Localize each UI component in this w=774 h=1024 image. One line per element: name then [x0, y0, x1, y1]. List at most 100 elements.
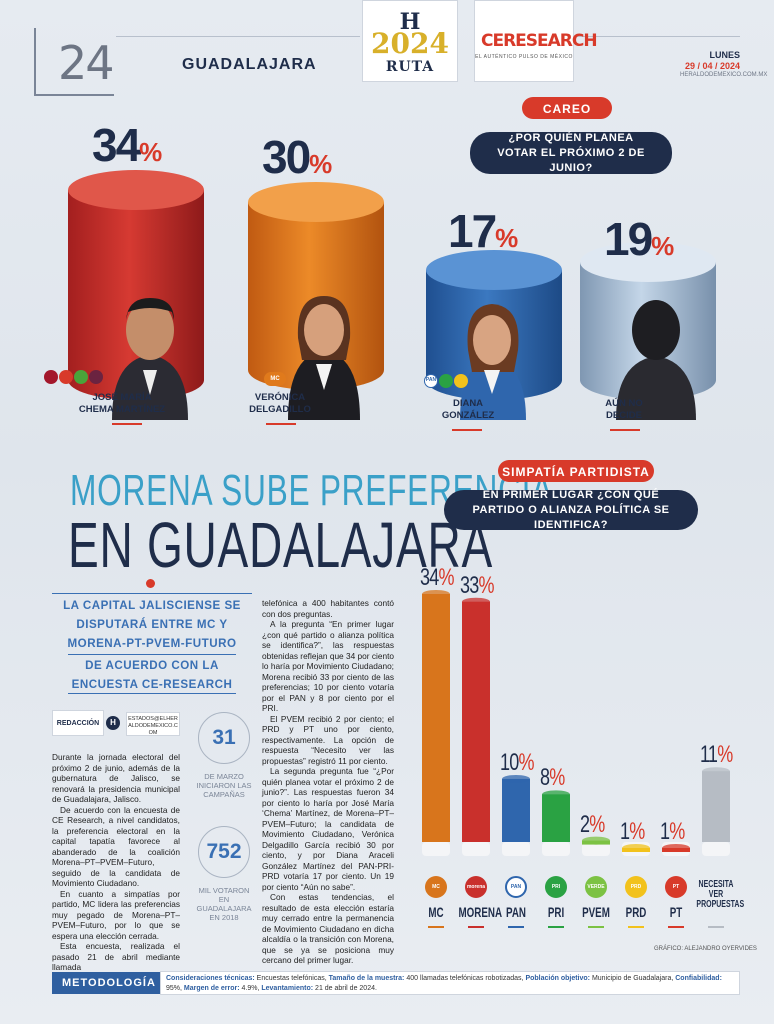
mc-icon: MC — [264, 372, 286, 386]
morena-icon — [44, 370, 58, 384]
bar-base-morena — [462, 842, 490, 856]
bar-underline-pri — [548, 926, 564, 928]
cylinder-top-undecided — [580, 242, 716, 282]
bar-label-pan: PAN — [506, 904, 526, 920]
body-column-2: telefónica a 400 habitantes contó con do… — [262, 598, 394, 965]
website: HERALDODEMEXICO.COM.MX — [680, 72, 768, 78]
graphic-credit: GRÁFICO: ALEJANDRO OYERVIDES — [654, 946, 757, 952]
bar-top-pri — [542, 790, 570, 799]
coalition-logos-diana: PAN — [424, 374, 468, 388]
pct-undecided: 19% — [604, 213, 675, 265]
ruta-2024-logo: H 2024 RUTA — [362, 0, 458, 82]
ce-research-tagline: EL AUTÉNTICO PULSO DE MÉXICO — [475, 54, 573, 60]
bar-value-pan: 10% — [500, 748, 535, 776]
bar-underline-prd — [628, 926, 644, 928]
bar-underline-mc — [428, 926, 444, 928]
date: 29 / 04 / 2024 — [684, 61, 740, 71]
morena-logo-icon: morena — [465, 876, 487, 898]
dek-rule-mid — [68, 654, 236, 655]
cylinder-veronica — [248, 202, 384, 390]
metodologia-tag: METODOLOGÍA — [52, 972, 162, 994]
header-rule-right — [576, 36, 740, 37]
portrait-undecided-silhouette — [616, 300, 696, 420]
bar-top-morena — [462, 597, 490, 606]
candidate-cylinder-chart — [68, 170, 716, 420]
metodologia-text: Consideraciones técnicas: Encuestas tele… — [160, 971, 740, 995]
underline-diana — [452, 429, 482, 431]
date-day: LUNES — [709, 50, 740, 60]
bar-top-pan — [502, 774, 530, 783]
bar-label-mc: MC — [428, 904, 444, 920]
simpatia-tag: SIMPATÍA PARTIDISTA — [498, 460, 654, 482]
bar-value-pt: 1% — [660, 818, 685, 845]
bar-base-necesita-ver-propuestas — [702, 842, 730, 856]
name-chema: JOSÉ MARÍA CHEMA MARTÍNEZ — [78, 392, 166, 415]
pct-diana: 17% — [448, 205, 519, 257]
bar-value-morena: 33% — [460, 571, 495, 599]
pt-icon — [59, 370, 73, 384]
name-undecided: AÚN NO DECIDE — [605, 398, 643, 421]
portrait-veronica — [288, 296, 360, 420]
bar-label-prd: PRD — [625, 904, 647, 920]
pri-icon — [439, 374, 453, 388]
ruta-word: RUTA — [385, 59, 435, 75]
bar-label-pri: PRI — [547, 904, 565, 920]
headline-dot — [146, 579, 155, 588]
underline-undecided — [610, 429, 640, 431]
byline-redaccion: REDACCIÓN — [52, 710, 104, 736]
bar-label-necesita-ver-propuestas: NECESITA VER PROPUESTAS — [696, 879, 745, 910]
pt-logo-icon: PT — [665, 876, 687, 898]
bar-value-pvem: 2% — [580, 810, 605, 838]
stat-circle-voters-2018: 752 — [198, 826, 250, 878]
careo-question: ¿POR QUIÉN PLANEA VOTAR EL PRÓXIMO 2 DE … — [470, 132, 672, 174]
simpatia-question-text: EN PRIMER LUGAR ¿CON QUÉ PARTIDO O ALIAN… — [472, 488, 670, 531]
underline-chema — [112, 423, 142, 425]
ce-research-wordmark: CERESEARCH — [481, 31, 598, 51]
prd-logo-icon: PRD — [625, 876, 647, 898]
futuro-icon — [89, 370, 103, 384]
cylinder-top-veronica — [248, 182, 384, 222]
dek: LA CAPITAL JALISCIENSE SE DISPUTARÁ ENTRE… — [63, 599, 241, 691]
bar-underline-pan — [508, 926, 524, 928]
pan-logo-icon: PAN — [505, 876, 527, 898]
bar-label-morena: MORENA — [458, 904, 503, 920]
bar-top-prd — [622, 844, 650, 852]
pct-veronica: 30% — [262, 131, 333, 183]
bar-value-mc: 34% — [420, 564, 455, 591]
bar-value-pri: 8% — [540, 764, 565, 792]
page-number: 24 — [34, 28, 115, 96]
cylinder-chema — [68, 190, 204, 400]
dek-rule-bottom — [68, 693, 236, 694]
bar-label-pvem: PVEM — [582, 904, 610, 920]
pvem-icon — [74, 370, 88, 384]
stat-caption-campaign-start: DE MARZO INICIARON LAS CAMPAÑAS — [196, 772, 252, 799]
party-bar-chart — [422, 590, 730, 856]
pvem-logo-icon: VERDE — [585, 876, 607, 898]
headline-line-2: EN GUADALAJARA — [68, 509, 493, 581]
header-rule-left — [116, 36, 360, 37]
careo-tag: CAREO — [522, 97, 612, 119]
bar-underline-pt — [668, 926, 684, 928]
portrait-chema — [112, 298, 188, 420]
bar-top-pt — [662, 844, 690, 852]
careo-question-text: ¿POR QUIÉN PLANEA VOTAR EL PRÓXIMO 2 DE … — [497, 131, 645, 174]
bar-necesita-ver-propuestas — [702, 771, 730, 842]
name-diana: DIANA GONZÁLEZ — [441, 398, 495, 421]
cylinder-top-diana — [426, 250, 562, 290]
heraldo-logo-icon: H — [106, 716, 120, 730]
bar-morena — [462, 601, 490, 842]
simpatia-question: EN PRIMER LUGAR ¿CON QUÉ PARTIDO O ALIAN… — [444, 488, 698, 531]
bar-base-pri — [542, 842, 570, 856]
bar-base-pvem — [582, 842, 610, 856]
stat-circle-campaign-start: 31 — [198, 712, 250, 764]
underline-veronica — [266, 423, 296, 425]
bar-label-pt: PT — [669, 904, 683, 920]
coalition-logos-chema — [44, 370, 103, 384]
cylinder-top-chema — [68, 170, 204, 210]
section-title: GUADALAJARA — [182, 56, 317, 73]
pan-icon: PAN — [424, 374, 438, 388]
bar-underline-necesita-ver-propuestas — [708, 926, 724, 928]
byline-email[interactable]: ESTADOS@ELHERALDODEMEXICO.COM — [126, 712, 180, 736]
bar-underline-morena — [468, 926, 484, 928]
bar-pri — [542, 794, 570, 842]
